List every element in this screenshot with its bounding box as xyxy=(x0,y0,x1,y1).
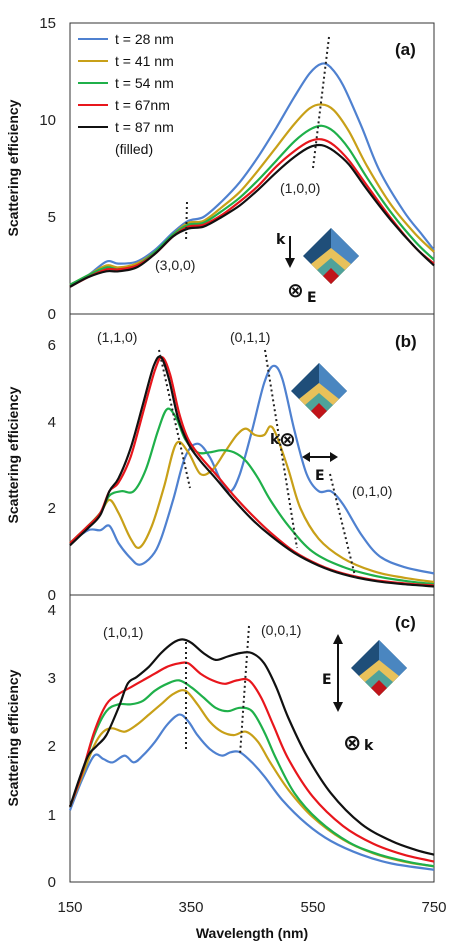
panel-c-y-axis-label: Scattering efficiency xyxy=(5,669,21,806)
panel-c-y-tick-label: 0 xyxy=(48,874,56,891)
panel-c-y-tick-label: 4 xyxy=(48,602,56,619)
panel-b: 0 2 4 6 Scattering efficiency (b) (1,1,0… xyxy=(5,313,435,604)
panel-a-guide-300 xyxy=(185,201,188,243)
panel-c-guide-001 xyxy=(239,625,250,756)
panel-b-y-ticks: 0 2 4 6 xyxy=(48,337,56,604)
pyramid-icon xyxy=(303,228,359,284)
panel-c-series-t-41-nm xyxy=(68,689,435,868)
panel-c-y-tick-label: 1 xyxy=(48,807,56,824)
panel-b-mode-label-010: (0,1,0) xyxy=(352,483,392,499)
panel-b-series-t-54-nm xyxy=(69,407,435,586)
legend-label-67nm: t = 67nm xyxy=(115,97,170,113)
panel-a-k-label: k xyxy=(276,232,286,248)
panel-b-label: (b) xyxy=(395,332,417,351)
panel-b-e-arrow-head-right xyxy=(330,452,338,462)
panel-c-mode-label-001: (0,0,1) xyxy=(261,622,301,638)
panel-a-y-tick-label: 5 xyxy=(48,209,56,226)
x-axis: 150 350 550 750 Wavelength (nm) xyxy=(57,899,446,941)
panel-c: 0 1 2 3 4 Scattering efficiency (c) (1,0… xyxy=(5,594,435,891)
panel-a: 0 5 10 15 Scattering efficiency t = 28 n… xyxy=(5,15,435,323)
panel-a-series-group xyxy=(69,62,435,288)
panel-c-e-label: E xyxy=(322,672,332,688)
panel-b-guide-110 xyxy=(158,349,191,489)
pyramid-icon xyxy=(351,640,407,696)
panel-a-y-tick-label: 10 xyxy=(39,112,56,129)
x-tick-label: 150 xyxy=(57,899,82,916)
panel-b-series-t-41-nm xyxy=(69,425,435,584)
pyramid-icon xyxy=(291,363,347,419)
panel-b-e-label: E xyxy=(315,468,325,484)
panel-a-guide-100 xyxy=(312,36,330,169)
panel-c-e-arrow-head-down xyxy=(333,702,343,712)
panel-c-series-t-28-nm xyxy=(68,713,435,871)
panel-c-e-arrow-head-up xyxy=(333,634,343,644)
x-axis-label: Wavelength (nm) xyxy=(196,925,308,941)
panel-b-guide-010 xyxy=(329,473,357,581)
panel-c-k-label: k xyxy=(364,738,374,754)
panel-b-mode-label-110: (1,1,0) xyxy=(97,329,137,345)
legend: t = 28 nm t = 41 nm t = 54 nm t = 67nm t… xyxy=(78,31,174,157)
panel-a-y-tick-label: 0 xyxy=(48,306,56,323)
panel-b-series-t-87-nm xyxy=(69,355,435,588)
panel-b-y-tick-label: 0 xyxy=(48,587,56,604)
panel-a-mode-label-300: (3,0,0) xyxy=(155,257,195,273)
legend-label-41nm: t = 41 nm xyxy=(115,53,174,69)
panel-c-series-group xyxy=(68,638,435,871)
panel-c-y-tick-label: 2 xyxy=(48,738,56,755)
panel-b-into-page-icon: ⊗ xyxy=(279,427,296,451)
panel-c-into-page-icon: ⊗ xyxy=(343,731,361,756)
panel-b-mode-label-011: (0,1,1) xyxy=(230,329,270,345)
panel-a-y-ticks: 0 5 10 15 xyxy=(39,15,56,323)
legend-label-87nm: t = 87 nm xyxy=(115,119,174,135)
legend-label-54nm: t = 54 nm xyxy=(115,75,174,91)
panel-b-e-arrow-head-left xyxy=(302,452,310,462)
panel-c-y-tick-label: 3 xyxy=(48,670,56,687)
panel-c-series-t-87-nm xyxy=(68,638,435,856)
panel-a-y-tick-label: 15 xyxy=(39,15,56,32)
panel-b-y-tick-label: 2 xyxy=(48,500,56,517)
panel-c-frame xyxy=(69,594,435,883)
panel-a-mode-label-100: (1,0,0) xyxy=(280,180,320,196)
panel-a-series-t-67nm xyxy=(69,138,435,288)
panel-c-label: (c) xyxy=(395,613,416,632)
panel-c-y-ticks: 0 1 2 3 4 xyxy=(48,602,56,891)
x-tick-label: 750 xyxy=(421,899,446,916)
panel-a-series-t-28-nm xyxy=(69,62,435,286)
panel-c-series-t-67nm xyxy=(68,661,435,863)
panel-b-y-tick-label: 4 xyxy=(48,414,56,431)
panel-c-mode-label-101: (1,0,1) xyxy=(103,624,143,640)
panel-b-k-label: k xyxy=(270,432,280,448)
panel-a-label: (a) xyxy=(395,40,416,59)
legend-note-filled: (filled) xyxy=(115,141,153,157)
panel-a-e-label: E xyxy=(307,290,317,306)
panel-a-series-t-41-nm xyxy=(69,103,435,286)
panel-b-y-tick-label: 6 xyxy=(48,337,56,354)
panel-a-y-axis-label: Scattering efficiency xyxy=(5,99,21,236)
legend-label-28nm: t = 28 nm xyxy=(115,31,174,47)
panel-b-guide-011 xyxy=(264,349,298,549)
x-tick-label: 550 xyxy=(300,899,325,916)
panel-c-series-t-54-nm xyxy=(68,679,435,868)
panel-a-into-page-icon: ⊗ xyxy=(287,278,304,302)
x-tick-label: 350 xyxy=(178,899,203,916)
panel-a-series-t-87-nm xyxy=(69,143,435,288)
panel-a-k-arrow-head xyxy=(285,258,295,268)
panel-b-y-axis-label: Scattering efficiency xyxy=(5,386,21,523)
